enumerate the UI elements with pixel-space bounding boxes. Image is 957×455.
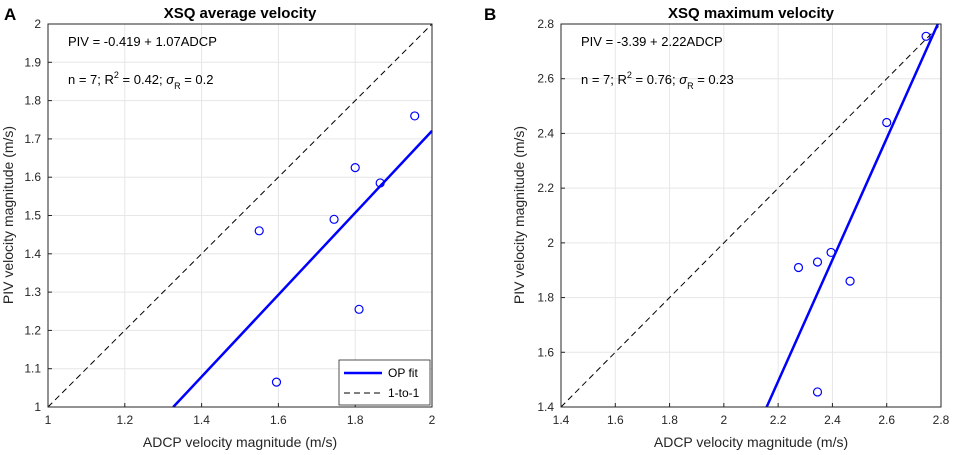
x-tick-label: 1.4 xyxy=(193,413,210,427)
y-tick-label: 1.6 xyxy=(537,345,554,359)
points xyxy=(793,31,931,397)
lines xyxy=(47,23,433,408)
x-tick-label: 1.8 xyxy=(347,413,364,427)
x-tick-label: 1.2 xyxy=(116,413,133,427)
x-tick-label: 2 xyxy=(721,413,728,427)
lines xyxy=(560,23,942,408)
y-tick-label: 2 xyxy=(34,17,41,31)
y-tick-label: 2.6 xyxy=(537,72,554,86)
y-tick-label: 1.3 xyxy=(24,285,41,299)
y-tick-label: 1.8 xyxy=(537,291,554,305)
one-to-one-line xyxy=(47,23,433,408)
x-tick-label: 1.6 xyxy=(270,413,287,427)
legend-box xyxy=(338,359,431,406)
y-tick-label: 1.6 xyxy=(24,170,41,184)
fit-equation-annotation: PIV = -0.419 + 1.07ADCP xyxy=(68,34,217,49)
y-axis-ticks: 1.4 1.6 1.8 2 2.2 2.4 2.6 2.8 xyxy=(537,17,565,414)
x-tick-label: 2.2 xyxy=(770,413,787,427)
data-point xyxy=(845,276,855,286)
panel-label: B xyxy=(484,5,496,24)
points xyxy=(254,111,420,387)
y-tick-label: 1.1 xyxy=(24,362,41,376)
x-tick-label: 2.6 xyxy=(878,413,895,427)
plot-frame xyxy=(560,23,942,408)
y-tick-label: 2.4 xyxy=(537,126,554,140)
plot-area xyxy=(561,24,941,407)
fit-equation-annotation: PIV = -3.39 + 2.22ADCP xyxy=(581,34,723,49)
x-axis-label: ADCP velocity magnitude (m/s) xyxy=(143,434,337,450)
data-point xyxy=(375,178,385,188)
panel-label: A xyxy=(4,5,16,24)
chart-title: XSQ maximum velocity xyxy=(668,5,835,22)
op-fit-line xyxy=(765,23,939,408)
panel-b: B XSQ maximum velocity 1.4 1.6 1.8 2 2.2 2.4 2… xyxy=(484,5,950,450)
y-tick-label: 1 xyxy=(34,400,41,414)
x-tick-label: 1.8 xyxy=(661,413,678,427)
y-axis-ticks: 1 1.1 1.2 1.3 1.4 1.5 1.6 1.7 1.8 1.9 2 xyxy=(24,17,52,414)
data-point xyxy=(354,304,364,314)
data-point xyxy=(410,111,420,121)
legend: OP fit 1-to-1 xyxy=(338,359,431,406)
data-point xyxy=(793,262,804,273)
y-tick-label: 1.5 xyxy=(24,209,41,223)
y-tick-label: 1.4 xyxy=(24,247,41,261)
x-axis-ticks: 1 1.2 1.4 1.6 1.8 2 xyxy=(45,403,436,427)
grid xyxy=(47,23,433,408)
data-point xyxy=(271,377,282,387)
x-axis-label: ADCP velocity magnitude (m/s) xyxy=(654,434,848,450)
x-tick-label: 2.8 xyxy=(933,413,950,427)
x-tick-label: 1 xyxy=(45,413,52,427)
legend-fit-label: OP fit xyxy=(388,366,418,380)
x-tick-label: 1.4 xyxy=(553,413,570,427)
y-axis-label: PIV velocity magnitude (m/s) xyxy=(0,126,16,304)
data-point xyxy=(921,31,931,41)
y-tick-label: 2 xyxy=(547,236,554,250)
y-tick-label: 1.2 xyxy=(24,323,41,337)
chart-title: XSQ average velocity xyxy=(164,5,317,22)
data-point xyxy=(812,257,823,267)
data-point xyxy=(882,117,892,128)
data-point xyxy=(329,214,339,224)
x-axis-ticks: 1.4 1.6 1.8 2 2.2 2.4 2.6 2.8 xyxy=(553,403,950,427)
y-tick-label: 1.4 xyxy=(537,400,554,414)
x-tick-label: 2.4 xyxy=(824,413,841,427)
y-tick-label: 1.9 xyxy=(24,55,41,69)
y-tick-label: 2.8 xyxy=(537,17,554,31)
data-point xyxy=(254,226,264,236)
x-tick-label: 2 xyxy=(429,413,436,427)
y-tick-label: 2.2 xyxy=(537,181,554,195)
op-fit-line xyxy=(172,130,433,408)
fit-stats-annotation: n = 7; R2 = 0.76; σR = 0.23 xyxy=(581,70,734,91)
data-point xyxy=(350,163,360,173)
y-axis-label: PIV velocity magnitude (m/s) xyxy=(511,126,527,304)
panel-a: A XSQ average velocity 1 1.2 1.4 1.6 1.8 2 11… xyxy=(0,5,436,450)
legend-one-to-one-label: 1-to-1 xyxy=(388,386,420,400)
y-tick-label: 1.8 xyxy=(24,94,41,108)
x-tick-label: 1.6 xyxy=(607,413,624,427)
data-point xyxy=(812,387,823,397)
y-tick-label: 1.7 xyxy=(24,132,41,146)
data-point xyxy=(826,247,836,258)
